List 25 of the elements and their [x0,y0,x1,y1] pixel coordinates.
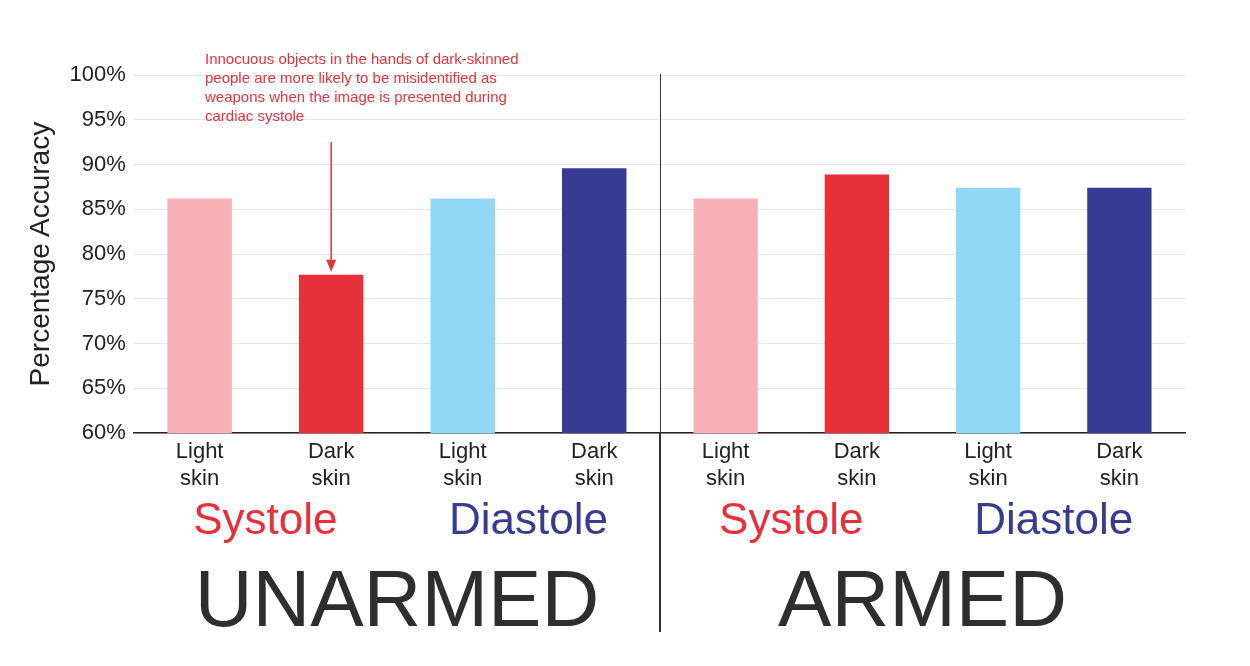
y-tick-label: 80% [81,240,126,266]
x-tick-label: Light skin [175,438,224,490]
text: Systole [193,494,338,544]
annotation: Innocuous objects in the hands of dark-skinned people are more likely to be misidentified as weapons when the image is presented during cardiac systole [204,49,519,124]
y-axis-title: Percentage Accuracy [23,121,55,387]
y-tick-label: 90% [81,150,126,176]
x-tick-label: Light skin [438,438,487,490]
y-tick-label: 75% [81,284,126,310]
y-tick-label: 100% [69,61,126,87]
text: Diastole [974,494,1134,544]
x-tick-label: Dark skin [307,438,356,490]
x-tick-label: Dark skin [571,438,619,490]
x-tick-label: Dark skin [833,438,882,490]
text: ARMED [778,554,1067,644]
text: Systole [719,494,864,544]
text: UNARMED [194,554,600,644]
y-tick-label: 85% [81,195,126,221]
y-tick-label: 95% [81,105,126,131]
text: Diastole [448,494,608,544]
x-tick-label: Light skin [964,438,1012,490]
y-tick-label: 65% [81,374,126,400]
x-tick-label: Dark skin [1096,438,1144,490]
y-tick-label: 60% [81,419,126,445]
y-tick-label: 70% [81,329,126,355]
x-tick-label: Light skin [701,438,750,490]
